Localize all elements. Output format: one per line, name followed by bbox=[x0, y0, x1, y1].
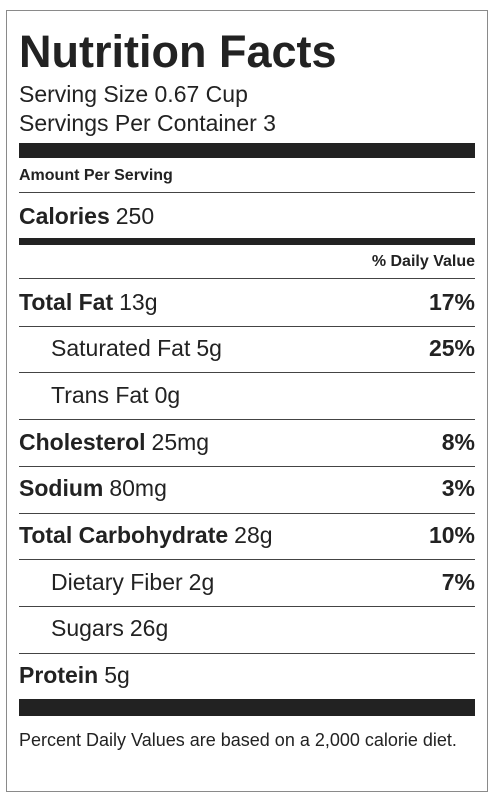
calories-label: Calories bbox=[19, 202, 110, 229]
thick-bar bbox=[19, 143, 475, 158]
calories-value: 250 bbox=[115, 202, 155, 229]
nutrient-amount: 28g bbox=[234, 522, 273, 548]
daily-value: 8% bbox=[441, 428, 475, 455]
nutrient-name: Dietary Fiber bbox=[51, 568, 183, 595]
sub-nutrient-row: Trans Fat 0g bbox=[19, 372, 475, 418]
rule bbox=[19, 512, 475, 514]
nutrient-amount: 2g bbox=[188, 568, 215, 595]
thick-bar bbox=[19, 238, 475, 245]
nutrient-name: Sodium bbox=[19, 475, 104, 502]
dv-header: % Daily Value bbox=[371, 253, 475, 270]
nutrient-name: Trans Fat bbox=[51, 381, 149, 408]
nutrient-amount: 0g bbox=[154, 381, 181, 408]
nutrient-name: Saturated Fat bbox=[51, 335, 191, 362]
serving-size: Serving Size 0.67 Cup bbox=[19, 81, 248, 107]
daily-value: 7% bbox=[441, 568, 475, 595]
rule bbox=[19, 419, 475, 421]
nutrient-amount: 26g bbox=[129, 615, 169, 642]
nutrient-amount: 5g bbox=[104, 662, 130, 689]
calories-row: Calories 250 bbox=[19, 193, 475, 239]
daily-value: 25% bbox=[428, 335, 475, 362]
rule bbox=[19, 325, 475, 327]
title: Nutrition Facts bbox=[19, 26, 337, 77]
sub-nutrient-row: Saturated Fat 5g 25% bbox=[19, 326, 475, 372]
servings-per-container: Servings Per Container 3 bbox=[19, 110, 276, 136]
daily-value: 3% bbox=[441, 475, 475, 502]
daily-value: 17% bbox=[428, 288, 475, 315]
amount-per-serving: Amount Per Serving bbox=[19, 167, 173, 184]
rule bbox=[19, 278, 475, 279]
nutrient-name: Total Carbohydrate bbox=[19, 522, 229, 548]
nutrient-row: Cholesterol 25mg 8% bbox=[19, 419, 475, 465]
thick-bar bbox=[19, 699, 475, 716]
nutrient-amount: 25mg bbox=[151, 428, 210, 455]
sub-nutrient-row: Sugars 26g bbox=[19, 606, 475, 652]
sub-nutrient-row: Dietary Fiber 2g 7% bbox=[19, 559, 475, 605]
daily-value: 10% bbox=[428, 522, 475, 548]
nutrition-label: Nutrition Facts Serving Size 0.67 Cup Se… bbox=[6, 10, 488, 792]
nutrient-amount: 5g bbox=[196, 335, 222, 362]
nutrient-name: Cholesterol bbox=[19, 428, 146, 455]
footnote: Percent Daily Values are based on a 2,00… bbox=[19, 730, 457, 750]
nutrient-amount: 13g bbox=[119, 288, 158, 315]
rule bbox=[19, 192, 475, 193]
rule bbox=[19, 372, 475, 374]
rule bbox=[19, 465, 475, 467]
rule bbox=[19, 605, 475, 607]
nutrient-amount: 80mg bbox=[109, 475, 167, 502]
nutrient-row: Total Carbohydrate 28g 10% bbox=[19, 513, 475, 559]
nutrient-name: Total Fat bbox=[19, 288, 114, 315]
nutrient-row: Protein 5g bbox=[19, 653, 475, 699]
nutrient-row: Total Fat 13g 17% bbox=[19, 279, 475, 325]
nutrient-name: Sugars bbox=[51, 615, 124, 642]
nutrient-name: Protein bbox=[19, 662, 99, 689]
nutrient-row: Sodium 80mg 3% bbox=[19, 466, 475, 512]
rule bbox=[19, 559, 475, 561]
rule bbox=[19, 652, 475, 654]
